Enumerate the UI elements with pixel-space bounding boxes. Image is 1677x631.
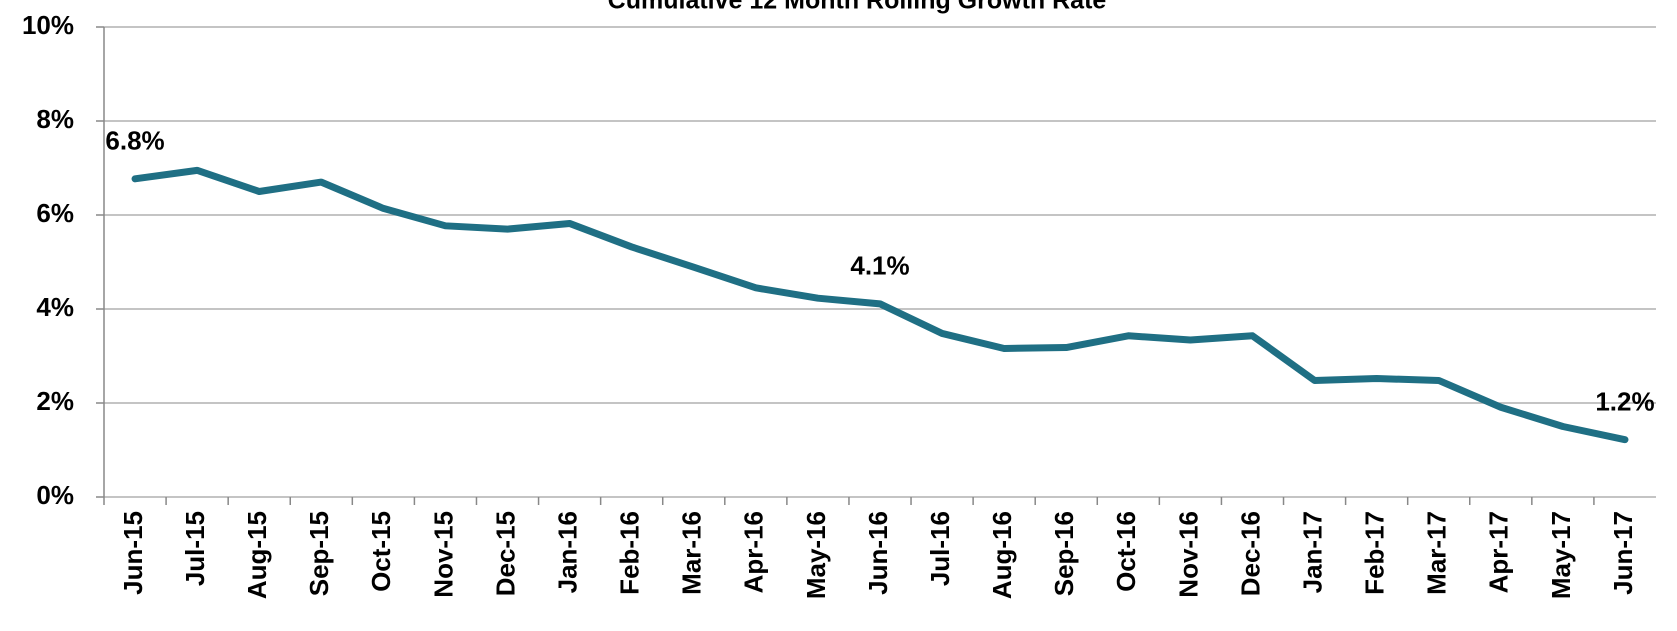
- x-tick-label: Apr-16: [739, 511, 769, 593]
- x-tick-label: Jun-17: [1608, 511, 1638, 595]
- x-tick-label: Nov-15: [428, 511, 458, 598]
- data-label: 4.1%: [850, 251, 909, 281]
- x-tick-label: Apr-17: [1484, 511, 1514, 593]
- y-tick-label: 0%: [36, 480, 74, 510]
- x-tick-label: Oct-16: [1111, 511, 1141, 592]
- y-tick-label: 6%: [36, 198, 74, 228]
- y-tick-label: 10%: [22, 10, 74, 40]
- x-tick-label: May-17: [1546, 511, 1576, 599]
- x-tick-label: Oct-15: [366, 511, 396, 592]
- x-tick-label: Dec-15: [490, 511, 520, 596]
- x-tick-label: May-16: [801, 511, 831, 599]
- y-tick-label: 2%: [36, 386, 74, 416]
- y-tick-label: 4%: [36, 292, 74, 322]
- x-tick-label: Aug-15: [242, 511, 272, 599]
- line: [131, 166, 1629, 444]
- x-tick-label: Mar-16: [677, 511, 707, 595]
- x-tick-label: Jun-16: [863, 511, 893, 595]
- x-tick-label: Dec-16: [1235, 511, 1265, 596]
- x-tick-label: Nov-16: [1173, 511, 1203, 598]
- data-label: 6.8%: [105, 126, 164, 156]
- x-tick-label: Sep-15: [304, 511, 334, 596]
- x-tick-label: Jul-16: [925, 511, 955, 586]
- y-tick-label: 8%: [36, 104, 74, 134]
- x-tick-label: Feb-17: [1360, 511, 1390, 595]
- x-tick-label: Aug-16: [987, 511, 1017, 599]
- x-tick-label: Jan-17: [1297, 511, 1327, 593]
- chart-title: Cumulative 12 Month Rolling Growth Rate: [608, 0, 1107, 15]
- x-tick-label: Jul-15: [180, 511, 210, 586]
- x-tick-label: Sep-16: [1049, 511, 1079, 596]
- x-tick-label: Jun-15: [118, 511, 148, 595]
- data-label: 1.2%: [1595, 387, 1654, 417]
- x-tick-label: Mar-17: [1422, 511, 1452, 595]
- x-tick-label: Jan-16: [552, 511, 582, 593]
- x-tick-label: Feb-16: [615, 511, 645, 595]
